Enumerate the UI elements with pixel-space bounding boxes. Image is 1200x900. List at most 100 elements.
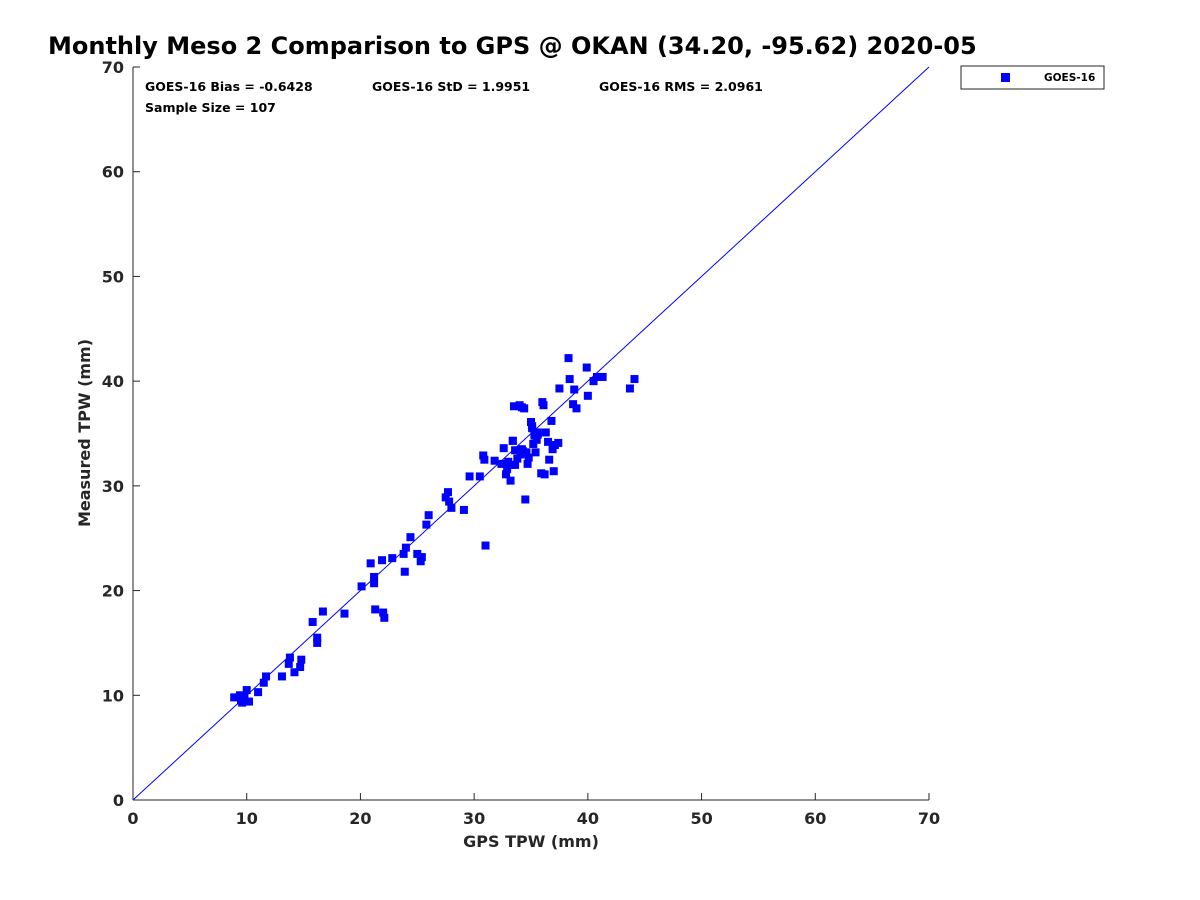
data-point <box>532 435 541 444</box>
data-point <box>370 579 379 588</box>
data-point <box>244 697 253 706</box>
y-tick-label-30: 30 <box>102 477 124 496</box>
y-tick-label-50: 50 <box>102 267 124 286</box>
data-point <box>262 672 271 681</box>
data-point <box>447 503 456 512</box>
data-point <box>313 633 322 642</box>
y-tick-label-20: 20 <box>102 582 124 601</box>
data-point <box>237 696 246 705</box>
data-point <box>544 437 553 446</box>
data-point <box>501 470 510 479</box>
data-point <box>565 375 574 384</box>
data-point <box>503 465 512 474</box>
data-point <box>235 691 244 700</box>
legend-marker-goes16 <box>1001 73 1010 82</box>
data-point <box>528 422 537 431</box>
legend: GOES-16 <box>960 65 1105 90</box>
x-tick-label-20: 20 <box>349 809 371 828</box>
data-point <box>508 436 517 445</box>
data-point <box>564 354 573 363</box>
data-point <box>357 582 366 591</box>
data-point <box>569 400 578 409</box>
y-tick-label-60: 60 <box>102 163 124 182</box>
data-point <box>230 693 239 702</box>
data-point <box>475 472 484 481</box>
data-point <box>523 459 532 468</box>
data-point <box>533 428 542 437</box>
data-point <box>481 541 490 550</box>
data-point <box>290 668 299 677</box>
data-point <box>499 444 508 453</box>
data-point <box>370 572 379 581</box>
data-point <box>545 455 554 464</box>
data-point <box>520 404 529 413</box>
data-point <box>443 488 452 497</box>
data-point <box>242 686 251 695</box>
data-point <box>424 511 433 520</box>
data-point <box>531 448 540 457</box>
data-point <box>490 456 499 465</box>
y-tick-label-40: 40 <box>102 372 124 391</box>
data-point <box>554 438 563 447</box>
std-stat: GOES-16 StD = 1.9951 <box>372 79 530 94</box>
data-point <box>240 692 249 701</box>
x-tick-label-40: 40 <box>577 809 599 828</box>
data-point <box>497 459 506 468</box>
data-point <box>422 520 431 529</box>
data-point <box>465 472 474 481</box>
data-point <box>379 608 388 617</box>
data-point <box>592 372 601 381</box>
x-tick-label-50: 50 <box>690 809 712 828</box>
data-point <box>548 445 557 454</box>
data-point <box>479 451 488 460</box>
data-point <box>400 567 409 576</box>
y-ticks: 0 10 20 30 40 50 60 70 <box>102 58 140 810</box>
scatter-points <box>230 354 639 707</box>
data-point <box>284 659 293 668</box>
data-point <box>522 448 531 457</box>
x-axis-label: GPS TPW (mm) <box>463 832 599 851</box>
y-axis-label: Measured TPW (mm) <box>75 339 94 527</box>
data-point <box>318 607 327 616</box>
data-point <box>630 375 639 384</box>
data-point <box>340 609 349 618</box>
data-point <box>380 613 389 622</box>
bias-stat: GOES-16 Bias = -0.6428 <box>145 79 313 94</box>
data-point <box>417 553 426 562</box>
data-point <box>547 416 556 425</box>
data-point <box>527 417 535 426</box>
y-tick-label-10: 10 <box>102 686 124 705</box>
data-point <box>366 559 375 568</box>
chart-title: Monthly Meso 2 Comparison to GPS @ OKAN … <box>48 32 977 60</box>
data-point <box>541 428 550 437</box>
data-point <box>413 549 422 558</box>
data-point <box>582 363 591 372</box>
y-tick-label-0: 0 <box>113 791 124 810</box>
data-point <box>513 454 522 463</box>
legend-box <box>960 65 1105 90</box>
data-point <box>570 385 579 394</box>
data-point <box>308 617 317 626</box>
data-point <box>459 505 468 514</box>
legend-label-goes16: GOES-16 <box>1044 72 1095 84</box>
data-point <box>371 605 380 614</box>
x-ticks: 0 10 20 30 40 50 60 70 <box>127 793 940 828</box>
data-point <box>517 445 526 454</box>
data-point <box>406 533 415 542</box>
data-point <box>511 446 520 455</box>
data-point <box>296 663 305 672</box>
data-point <box>441 493 450 502</box>
data-point <box>297 655 306 664</box>
data-point <box>625 384 634 393</box>
data-point <box>277 672 286 681</box>
data-point <box>509 402 518 411</box>
data-point <box>401 543 410 552</box>
x-tick-label-30: 30 <box>463 809 485 828</box>
data-point <box>555 384 564 393</box>
x-tick-label-70: 70 <box>918 809 940 828</box>
sample-size-stat: Sample Size = 107 <box>145 100 276 115</box>
x-tick-label-0: 0 <box>127 809 138 828</box>
data-point <box>480 455 489 464</box>
data-point <box>549 467 558 476</box>
